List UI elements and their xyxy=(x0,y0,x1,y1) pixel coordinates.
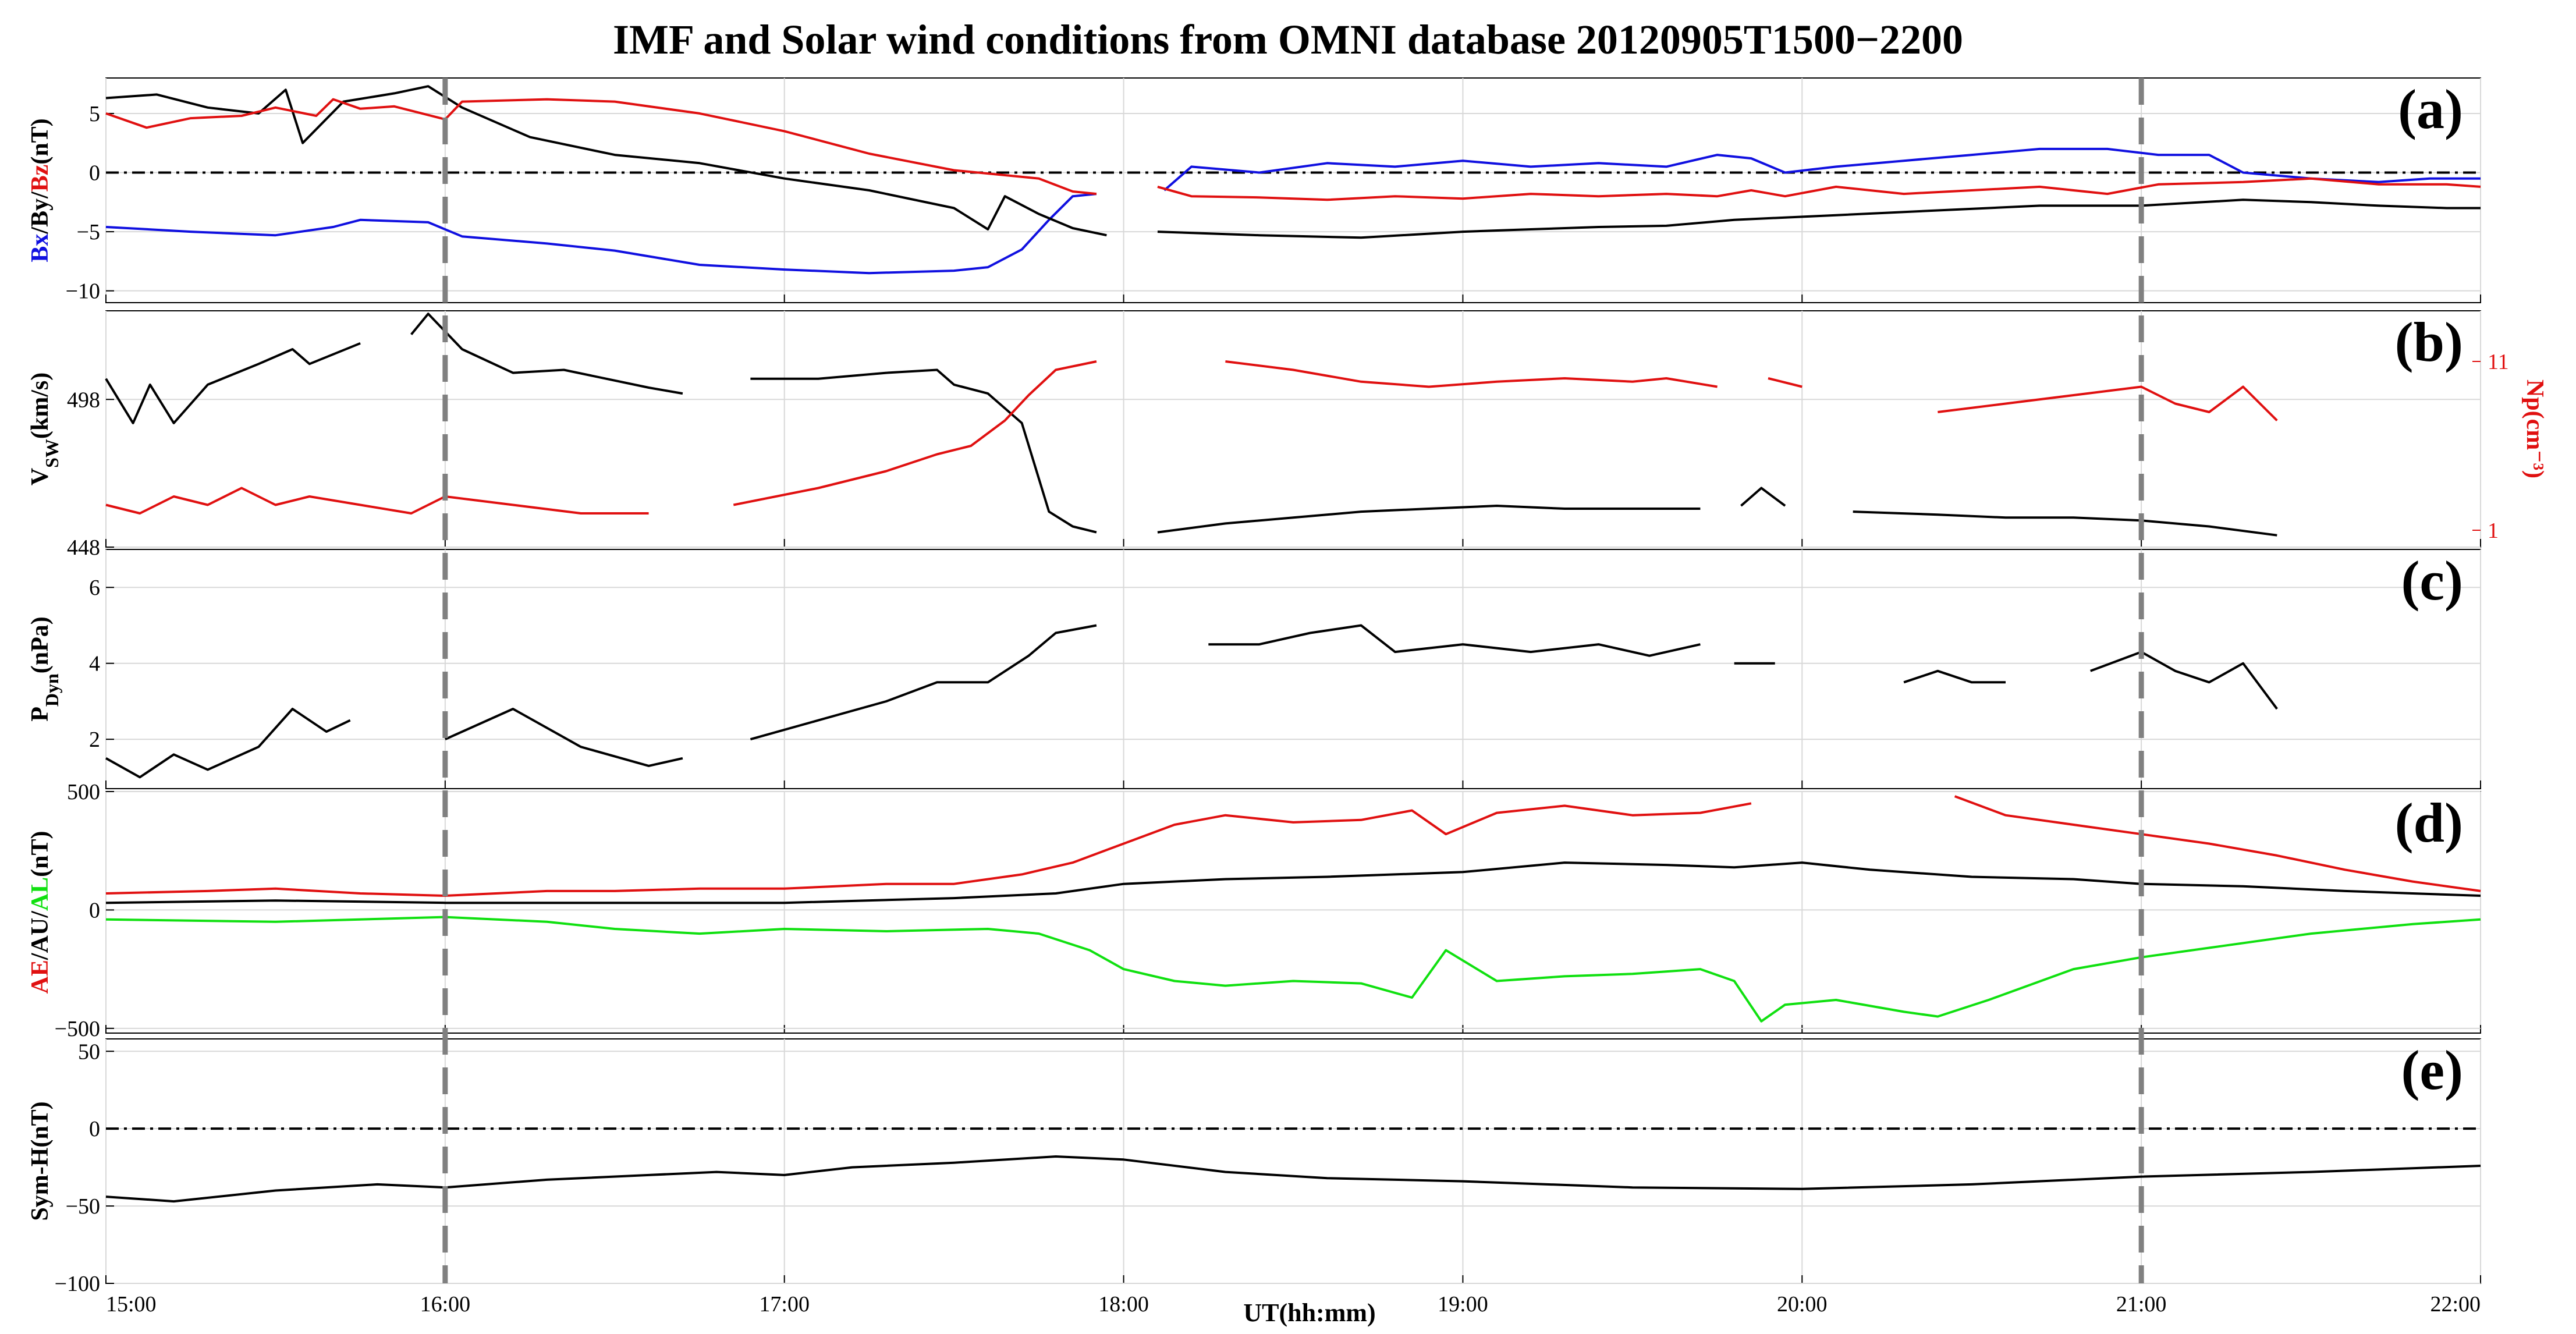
y-axis-label-part: (nPa) xyxy=(27,616,54,673)
y-axis-label: PDyn(nPa) xyxy=(27,616,62,722)
y-tick-label: −5 xyxy=(77,220,100,244)
y-axis-label-part: Sym-H(nT) xyxy=(27,1101,54,1221)
y-tick-label: 5 xyxy=(89,102,100,126)
y-axis-label-part: / xyxy=(27,191,54,199)
y-axis-label-part: SW xyxy=(41,439,62,468)
y-axis-label-part: Dyn xyxy=(41,673,62,707)
x-tick-label: 16:00 xyxy=(420,1292,471,1317)
panel-frame xyxy=(105,1038,2481,1284)
y-axis-label-part: Bz xyxy=(27,165,54,192)
y-axis-label: Sym-H(nT) xyxy=(27,1101,54,1221)
panel-label: (b) xyxy=(2395,311,2463,373)
x-tick-label: 19:00 xyxy=(1438,1292,1488,1317)
y-tick-label: 0 xyxy=(89,161,100,186)
y-tick-label: 4 xyxy=(89,652,100,676)
y-tick-label: −100 xyxy=(55,1272,100,1296)
right-y-tick-label: 1 xyxy=(2488,519,2499,543)
series-bx xyxy=(105,147,2481,275)
series-bz xyxy=(105,98,2481,201)
panel-c: 2 4 6 (c) PDyn(nPa) xyxy=(27,549,2481,789)
y-axis-label: AE/AU/AL(nT) xyxy=(27,831,54,994)
y-axis-label-part: P xyxy=(27,707,54,722)
right-y-axis-label: Np(cm⁻³) xyxy=(2521,379,2548,478)
x-tick-label: 22:00 xyxy=(2430,1292,2481,1317)
panel-e: 15:00 16:00 17:00 18:00 19:00 20:00 21:00 22:00… xyxy=(27,1038,2481,1317)
panel-label: (c) xyxy=(2401,549,2463,612)
x-tick-label: 21:00 xyxy=(2116,1292,2167,1317)
series-al xyxy=(105,916,2481,1023)
y-axis-label-part: AL xyxy=(27,877,54,911)
panel-a: −10−505 (a)Bx/By/Bz(nT) xyxy=(27,77,2481,304)
y-tick-label: 0 xyxy=(89,1117,100,1141)
x-tick-label: 20:00 xyxy=(1777,1292,1828,1317)
y-tick-label: 498 xyxy=(67,388,100,412)
panel-frame xyxy=(105,791,2481,1034)
x-tick-label: 18:00 xyxy=(1098,1292,1149,1317)
x-axis-label: UT(hh:mm) xyxy=(1243,1298,1375,1327)
y-tick-label: 0 xyxy=(89,898,100,923)
y-tick-label: −50 xyxy=(66,1194,100,1219)
y-axis-label-part: AU xyxy=(27,918,54,953)
y-axis-label: Bx/By/Bz(nT) xyxy=(27,118,54,262)
panel-label: (a) xyxy=(2398,78,2463,140)
panel-frame xyxy=(105,77,2481,303)
event-markers xyxy=(442,78,2144,1283)
y-axis-label-part: / xyxy=(27,226,54,235)
y-tick-label: 6 xyxy=(89,576,100,600)
y-axis-label-part: (nT) xyxy=(27,831,54,877)
panel-frame xyxy=(105,549,2481,789)
y-tick-label: −10 xyxy=(66,279,100,304)
panels-layer: −10−505 (a)Bx/By/Bz(nT)448498111Np(cm⁻³)(… xyxy=(27,77,2548,1317)
series-au xyxy=(105,861,2481,904)
series-by xyxy=(105,85,2481,239)
y-tick-label: −500 xyxy=(55,1017,100,1041)
x-tick-label: 17:00 xyxy=(759,1292,810,1317)
y-tick-label: 50 xyxy=(78,1039,100,1064)
y-axis-label-part: / xyxy=(27,910,54,918)
y-tick-label: 500 xyxy=(67,780,100,804)
chart-title: IMF and Solar wind conditions from OMNI … xyxy=(613,16,1963,63)
y-axis-label-part: (nT) xyxy=(27,118,54,164)
y-axis-label-part: By xyxy=(27,198,54,227)
y-axis-label-part: AE xyxy=(27,960,54,994)
y-tick-label: 2 xyxy=(89,728,100,752)
panel-frame xyxy=(105,310,2481,548)
y-axis-label-part: V xyxy=(27,468,54,485)
right-y-tick-label: 11 xyxy=(2488,350,2509,374)
panel-label: (d) xyxy=(2395,792,2463,854)
panel-label: (e) xyxy=(2401,1039,2463,1101)
series-symh xyxy=(105,1155,2481,1203)
y-axis-label-part: Bx xyxy=(27,234,54,262)
y-axis-label: VSW(km/s) xyxy=(27,372,62,485)
x-tick-label: 15:00 xyxy=(106,1292,157,1317)
y-tick-label: 448 xyxy=(67,535,100,560)
y-axis-label-part: (km/s) xyxy=(27,372,54,439)
y-axis-label-part: / xyxy=(27,952,54,960)
